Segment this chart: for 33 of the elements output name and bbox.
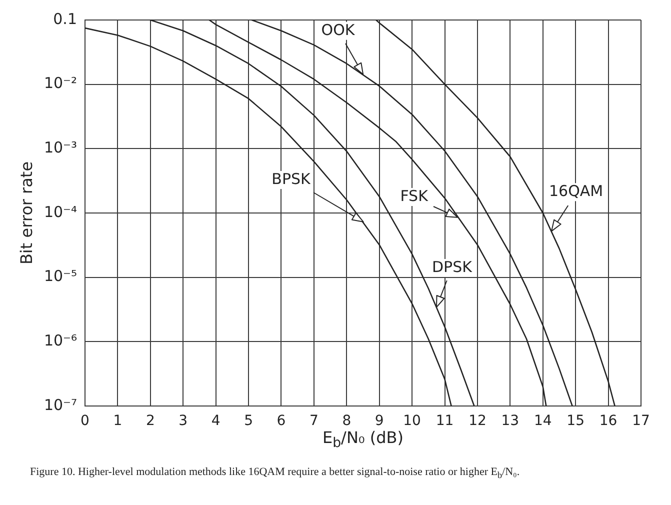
x-tick-label: 4 bbox=[211, 413, 220, 430]
x-tick-label: 3 bbox=[178, 413, 188, 430]
y-axis-title: Bit error rate bbox=[16, 161, 36, 265]
x-tick-label: 7 bbox=[309, 413, 318, 430]
x-axis-title: E$_{b}$/N₀ (dB) bbox=[321, 428, 405, 452]
caption: Figure 10. Higher-level modulation methods like 16QAM require a better signal-to-noise ratio or higher E$_{b}$/N₀. bbox=[30, 466, 520, 480]
y-tick-label: 10⁻⁷ bbox=[44, 396, 77, 414]
x-tick-label: 9 bbox=[374, 413, 384, 430]
x-tick-label: 1 bbox=[113, 413, 122, 430]
x-tick-label: 6 bbox=[276, 413, 286, 430]
y-tick-label: 0.1 bbox=[53, 10, 77, 28]
x-tick-label: 10 bbox=[403, 413, 421, 430]
x-tick-label: 5 bbox=[244, 413, 253, 430]
series-label: FSK bbox=[400, 186, 430, 205]
y-tick-label: 10⁻² bbox=[44, 74, 77, 92]
series-label: DPSK bbox=[432, 258, 474, 276]
series-label: BPSK bbox=[272, 170, 312, 188]
y-tick-label: 10⁻⁵ bbox=[44, 267, 77, 286]
x-tick-label: 0 bbox=[80, 413, 90, 430]
series-label: OOK bbox=[321, 20, 356, 39]
y-tick-label: 10⁻³ bbox=[44, 138, 77, 157]
x-tick-label: 14 bbox=[534, 413, 552, 430]
x-tick-label: 16 bbox=[599, 413, 618, 430]
x-tick-label: 2 bbox=[146, 413, 155, 430]
y-tick-label: 10⁻⁶ bbox=[44, 332, 77, 350]
series-label: 16QAM bbox=[549, 182, 604, 200]
y-tick-label: 10⁻⁴ bbox=[44, 202, 77, 221]
x-tick-label: 15 bbox=[566, 413, 584, 430]
x-tick-label: 12 bbox=[468, 413, 486, 430]
x-tick-label: 8 bbox=[342, 413, 352, 430]
x-tick-label: 13 bbox=[501, 413, 520, 430]
x-tick-label: 17 bbox=[632, 413, 650, 430]
x-tick-label: 11 bbox=[436, 413, 454, 430]
